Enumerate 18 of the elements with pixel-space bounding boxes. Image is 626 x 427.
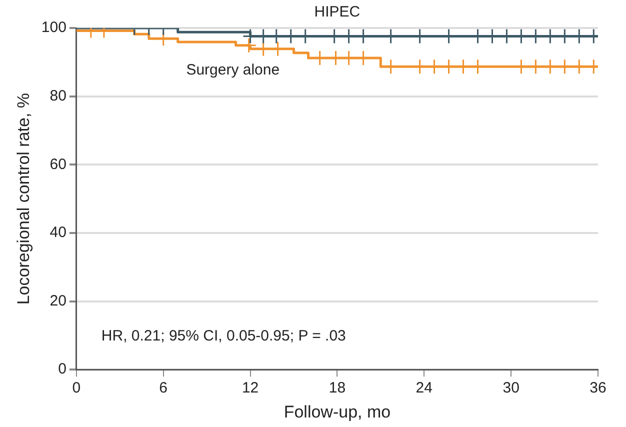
y-tick-label: 80 — [50, 87, 66, 104]
x-tick-label: 36 — [590, 380, 606, 397]
y-tick-label: 20 — [50, 292, 66, 310]
x-tick-label: 0 — [72, 380, 81, 397]
x-tick-label: 6 — [159, 380, 168, 397]
y-tick-label: 0 — [58, 360, 66, 378]
y-axis-title: Locoregional control rate, % — [14, 92, 33, 305]
x-tick-label: 12 — [242, 380, 259, 397]
x-tick-label: 18 — [328, 380, 346, 397]
annotation: HR, 0.21; 95% CI, 0.05-0.95; P = .03 — [101, 328, 346, 345]
y-tick-label: 100 — [41, 19, 66, 36]
x-tick-label: 30 — [502, 380, 520, 397]
y-tick-label: 60 — [50, 156, 66, 173]
x-tick-label: 24 — [416, 380, 432, 397]
series-label: HIPEC — [314, 4, 360, 21]
series-label: Surgery alone — [186, 61, 280, 78]
y-tick-label: 40 — [50, 224, 66, 242]
x-axis-title: Follow-up, mo — [284, 402, 391, 422]
